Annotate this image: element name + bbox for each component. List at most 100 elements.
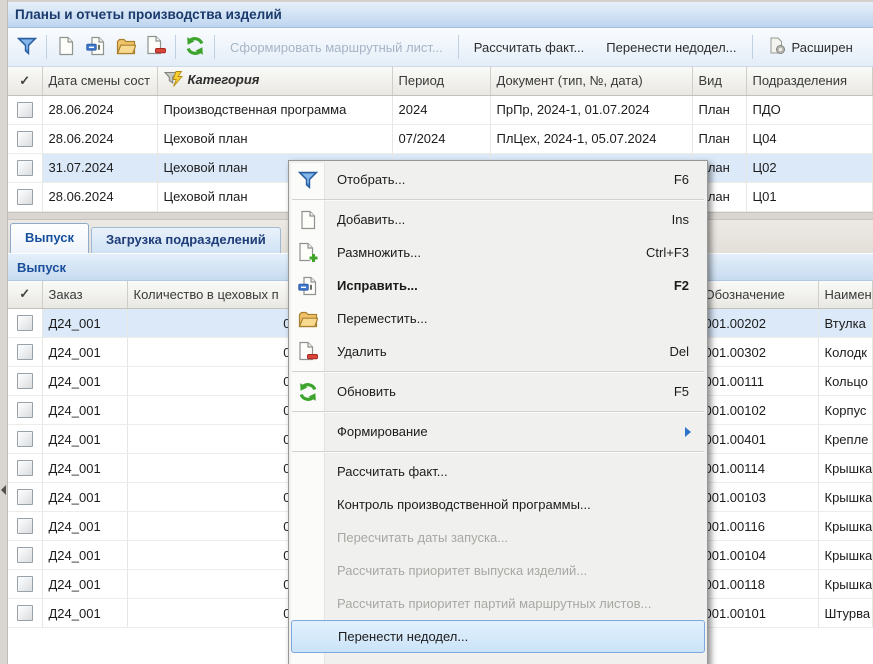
cell-name: Крепле: [818, 424, 873, 454]
menu-separator: [291, 448, 705, 455]
tab-vypusk[interactable]: Выпуск: [10, 222, 89, 253]
collapse-arrow-icon[interactable]: [1, 485, 6, 495]
checkbox-cell: [8, 424, 43, 454]
row-checkbox[interactable]: [16, 460, 33, 476]
cell-date: 28.06.2024: [42, 95, 158, 125]
add-document-icon: [57, 36, 75, 59]
checkbox-cell: [8, 124, 43, 154]
edit-button[interactable]: [81, 33, 111, 61]
row-checkbox[interactable]: [16, 605, 33, 621]
context-menu-item[interactable]: Размножить... Ctrl+F3: [291, 236, 705, 269]
menu-separator: [291, 368, 705, 375]
row-checkbox[interactable]: [16, 101, 33, 118]
filter-applied-icon: [163, 71, 184, 90]
menu-shortcut: F6: [673, 172, 689, 187]
context-menu-item[interactable]: Контроль производственной программы...: [291, 488, 705, 521]
add-document-icon: [291, 210, 325, 230]
add-button[interactable]: [51, 33, 81, 61]
cell-document: ПрПр, 2024-1, 01.07.2024: [490, 95, 693, 125]
menu-separator: [291, 196, 705, 203]
toolbar-separator: [214, 35, 215, 59]
left-splitter[interactable]: [0, 0, 8, 664]
toolbar-separator: [46, 35, 47, 59]
cell-name: Корпус: [818, 395, 873, 425]
edit-document-icon: [86, 36, 106, 59]
menu-item-label: Рассчитать приоритет партий маршрутных л…: [337, 596, 652, 611]
page-title: Планы и отчеты производства изделий: [8, 2, 873, 28]
row-checkbox[interactable]: [16, 402, 33, 418]
output_table-column-header-2[interactable]: Количество в цеховых п: [127, 280, 298, 309]
menu-item-label: Исправить...: [337, 278, 418, 293]
refresh-icon: [291, 382, 325, 402]
cell-name: Крышка: [818, 569, 873, 599]
context-menu-item[interactable]: Обновить F5: [291, 375, 705, 408]
plans_table-column-header-3[interactable]: Период: [392, 67, 491, 96]
checkbox-cell: [8, 182, 43, 212]
cell-code: 001.00104: [698, 540, 819, 570]
filter-icon: [291, 171, 325, 189]
plans_table-column-header-6[interactable]: Подразделения: [746, 67, 873, 96]
context-menu-item[interactable]: Удалить Del: [291, 335, 705, 368]
cell-order: Д24_001: [42, 337, 128, 367]
output_table-column-header-1[interactable]: Заказ: [42, 280, 128, 309]
row-checkbox[interactable]: [16, 576, 33, 592]
row-checkbox[interactable]: [16, 130, 33, 147]
output_table-column-header-5[interactable]: Наимен: [818, 280, 873, 309]
delete-button[interactable]: [141, 33, 171, 61]
output_table-column-header-4[interactable]: Обозначение: [698, 280, 819, 309]
cell-code: 001.00118: [698, 569, 819, 599]
menu-shortcut: F5: [673, 384, 689, 399]
cell-name: Колодк: [818, 337, 873, 367]
context-menu-item[interactable]: Формирование: [291, 415, 705, 448]
move-folder-icon: [291, 310, 325, 328]
context-menu-item[interactable]: Перенести недодел...: [291, 620, 705, 653]
refresh-icon: [185, 36, 205, 59]
row-checkbox[interactable]: [16, 344, 33, 360]
cell-code: 001.00114: [698, 453, 819, 483]
checkbox-cell: [8, 540, 43, 570]
plans_table-column-header-1[interactable]: Дата смены сост: [42, 67, 158, 96]
context-menu-item: [291, 653, 705, 664]
menu-shortcut: Ins: [671, 212, 689, 227]
row-checkbox[interactable]: [16, 373, 33, 389]
menu-item-label: Переместить...: [337, 311, 428, 326]
menu-item-label: Размножить...: [337, 245, 422, 260]
row-checkbox[interactable]: [16, 518, 33, 534]
plans_table-column-header-5[interactable]: Вид: [692, 67, 747, 96]
calc-fact-button[interactable]: Рассчитать факт...: [463, 40, 596, 55]
refresh-button[interactable]: [180, 33, 210, 61]
row-checkbox[interactable]: [16, 431, 33, 447]
cell-period: 2024: [392, 95, 491, 125]
delete-document-icon: [145, 35, 167, 59]
menu-item-label: Рассчитать факт...: [337, 464, 448, 479]
row-checkbox[interactable]: [16, 159, 33, 176]
row-checkbox[interactable]: [16, 315, 33, 331]
context-menu-item[interactable]: Рассчитать факт...: [291, 455, 705, 488]
row-checkbox[interactable]: [16, 489, 33, 505]
filter-icon: [16, 37, 38, 58]
plans-table-row[interactable]: 28.06.2024 Цеховой план 07/2024 ПлЦех, 2024…: [8, 124, 873, 154]
context-menu-item[interactable]: Исправить... F2: [291, 269, 705, 302]
menu-shortcut: F2: [673, 278, 689, 293]
plans_table-column-header-0[interactable]: ✓: [8, 67, 43, 96]
context-menu-item[interactable]: Добавить... Ins: [291, 203, 705, 236]
tab-zagruzka-podrazdeleniy[interactable]: Загрузка подразделений: [91, 226, 281, 253]
output_table-column-header-0[interactable]: ✓: [8, 280, 43, 309]
menu-item-label: Контроль производственной программы...: [337, 497, 591, 512]
plans_table-column-header-4[interactable]: Документ (тип, №, дата): [490, 67, 693, 96]
extended-button[interactable]: Расширен: [757, 37, 864, 58]
move-button[interactable]: [111, 33, 141, 61]
row-checkbox[interactable]: [16, 547, 33, 563]
cell-code: 001.00103: [698, 482, 819, 512]
cell-qty: 0: [127, 308, 298, 338]
context-menu-item[interactable]: Отобрать... F6: [291, 163, 705, 196]
context-menu-item[interactable]: Переместить...: [291, 302, 705, 335]
menu-item-label: Пересчитать даты запуска...: [337, 530, 509, 545]
filter-button[interactable]: [12, 33, 42, 61]
plans-table-row[interactable]: 28.06.2024 Производственная программа 2024…: [8, 95, 873, 125]
cell-order: Д24_001: [42, 453, 128, 483]
menu-item-label: Обновить: [337, 384, 396, 399]
row-checkbox[interactable]: [16, 188, 33, 205]
plans_table-column-header-2[interactable]: Категория: [157, 67, 393, 96]
transfer-shortfall-button[interactable]: Перенести недодел...: [595, 40, 747, 55]
